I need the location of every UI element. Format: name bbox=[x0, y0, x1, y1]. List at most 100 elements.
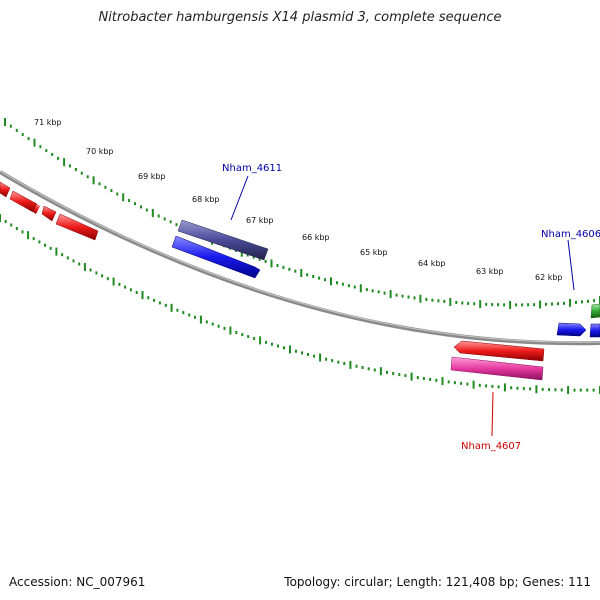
gene-arrow[interactable] bbox=[0, 181, 11, 198]
minor-tick bbox=[365, 288, 368, 292]
minor-tick bbox=[265, 340, 268, 344]
minor-tick bbox=[516, 386, 519, 390]
minor-tick bbox=[295, 349, 297, 353]
minor-tick bbox=[413, 296, 416, 300]
major-tick bbox=[410, 372, 413, 381]
minor-tick bbox=[301, 351, 303, 355]
gene-label-nham-4611[interactable]: Nham_4611 bbox=[222, 163, 282, 174]
plasmid-backbone-highlight bbox=[0, 170, 600, 343]
major-tick bbox=[63, 158, 66, 167]
gene-nham-4607[interactable] bbox=[450, 356, 544, 381]
accession-text: Accession: NC_007961 bbox=[9, 575, 146, 589]
minor-tick bbox=[264, 259, 267, 263]
minor-tick bbox=[361, 366, 364, 369]
minor-tick bbox=[521, 303, 524, 307]
minor-tick bbox=[44, 243, 47, 247]
minor-tick bbox=[485, 384, 488, 388]
minor-tick bbox=[38, 240, 41, 244]
minor-tick bbox=[9, 124, 12, 128]
minor-tick bbox=[306, 273, 309, 277]
minor-tick bbox=[367, 367, 370, 371]
minor-tick bbox=[145, 208, 148, 212]
minor-tick bbox=[95, 271, 98, 275]
minor-tick bbox=[386, 370, 388, 374]
minor-tick bbox=[429, 377, 432, 381]
minor-tick bbox=[392, 372, 395, 375]
minor-tick bbox=[241, 333, 244, 337]
minor-tick bbox=[353, 285, 356, 289]
scale-label: 63 kbp bbox=[476, 267, 504, 276]
minor-tick bbox=[282, 265, 285, 269]
minor-tick bbox=[21, 230, 24, 234]
major-tick bbox=[300, 269, 303, 277]
minor-tick bbox=[116, 192, 119, 196]
major-tick bbox=[55, 247, 58, 256]
major-tick bbox=[92, 176, 95, 185]
minor-tick bbox=[398, 373, 401, 377]
minor-tick bbox=[371, 289, 374, 293]
minor-tick bbox=[453, 381, 456, 385]
minor-tick bbox=[548, 388, 551, 392]
minor-tick bbox=[175, 223, 178, 227]
minor-tick bbox=[313, 354, 316, 358]
minor-tick bbox=[347, 284, 350, 288]
map-title: Nitrobacter hamburgensis X14 plasmid 3, … bbox=[98, 10, 502, 25]
major-tick bbox=[349, 360, 352, 369]
gene-label-nham-4606[interactable]: Nham_4606 bbox=[541, 229, 600, 240]
minor-tick bbox=[422, 377, 425, 380]
gene-label-nham-4607[interactable]: Nham_4607 bbox=[461, 441, 521, 452]
major-tick bbox=[122, 193, 125, 202]
major-tick bbox=[472, 380, 475, 389]
minor-tick bbox=[21, 133, 24, 137]
minor-tick bbox=[101, 274, 104, 278]
scale-label: 67 kbp bbox=[246, 216, 274, 225]
gene-arrow-forward[interactable] bbox=[171, 235, 261, 279]
minor-tick bbox=[554, 388, 557, 392]
minor-tick bbox=[491, 303, 494, 307]
minor-tick bbox=[57, 156, 60, 160]
minor-tick bbox=[223, 326, 226, 330]
major-tick bbox=[479, 300, 482, 309]
minor-tick bbox=[253, 337, 256, 340]
minor-tick bbox=[80, 171, 83, 175]
major-tick bbox=[509, 300, 512, 309]
minor-tick bbox=[110, 189, 113, 193]
gene-nham-4606[interactable] bbox=[589, 323, 600, 338]
minor-tick bbox=[491, 384, 494, 388]
minor-tick bbox=[277, 344, 279, 348]
minor-tick bbox=[51, 153, 54, 156]
minor-tick bbox=[416, 376, 419, 380]
gene-arrow[interactable] bbox=[9, 190, 40, 214]
minor-tick bbox=[551, 302, 553, 306]
gene-green[interactable] bbox=[590, 303, 600, 319]
scale-label: 71 kbp bbox=[34, 118, 62, 127]
gene-nham-4611[interactable] bbox=[177, 219, 269, 261]
minor-tick bbox=[437, 299, 440, 303]
major-tick bbox=[170, 303, 173, 312]
minor-tick bbox=[288, 267, 291, 271]
minor-tick bbox=[563, 301, 565, 305]
minor-tick bbox=[373, 368, 376, 372]
minor-tick bbox=[134, 202, 136, 206]
major-tick bbox=[419, 294, 422, 303]
major-tick bbox=[27, 231, 30, 240]
minor-tick bbox=[235, 331, 238, 334]
minor-tick bbox=[435, 378, 438, 382]
minor-tick bbox=[336, 281, 338, 285]
minor-tick bbox=[395, 293, 398, 297]
minor-tick bbox=[163, 217, 166, 221]
gene-arrow[interactable] bbox=[41, 205, 57, 222]
minor-tick bbox=[355, 364, 358, 368]
major-tick bbox=[449, 298, 452, 306]
major-tick bbox=[503, 383, 506, 392]
minor-tick bbox=[153, 298, 156, 302]
gene-arrow-forward[interactable] bbox=[556, 322, 587, 337]
minor-tick bbox=[271, 342, 273, 346]
minor-tick bbox=[98, 182, 101, 186]
minor-tick bbox=[194, 315, 196, 319]
minor-tick bbox=[27, 137, 30, 141]
minor-tick bbox=[503, 303, 506, 307]
gene-arrow-reverse[interactable] bbox=[453, 340, 545, 362]
gene-arrow[interactable] bbox=[55, 213, 99, 241]
